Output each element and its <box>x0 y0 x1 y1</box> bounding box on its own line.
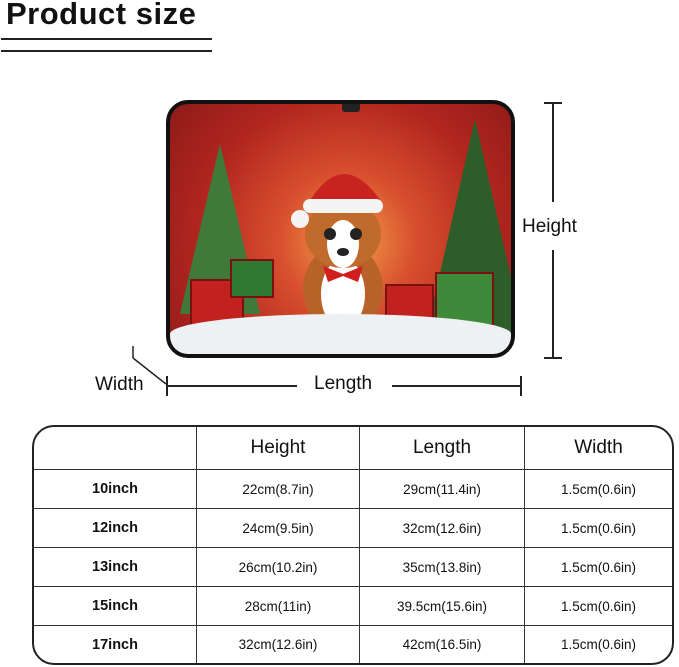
height-cell: 24cm(9.5in) <box>197 509 360 548</box>
height-label: Height <box>522 216 577 237</box>
height-dimension-line <box>552 250 554 358</box>
size-cell: 17inch <box>34 626 197 663</box>
length-tick <box>166 376 168 396</box>
length-cell: 32cm(12.6in) <box>360 509 525 548</box>
width-cell: 1.5cm(0.6in) <box>525 548 672 587</box>
snow <box>170 314 511 354</box>
size-cell: 12inch <box>34 509 197 548</box>
table-row: 13inch 26cm(10.2in) 35cm(13.8in) 1.5cm(0… <box>34 548 672 587</box>
table-header-row: Height Length Width <box>34 427 672 470</box>
page-title: Product size <box>6 0 197 31</box>
width-cell: 1.5cm(0.6in) <box>525 587 672 626</box>
length-cell: 29cm(11.4in) <box>360 470 525 509</box>
width-dimension-line <box>132 346 167 385</box>
header-empty <box>34 427 197 470</box>
width-cell: 1.5cm(0.6in) <box>525 470 672 509</box>
length-dimension-line <box>167 385 297 387</box>
height-cell: 26cm(10.2in) <box>197 548 360 587</box>
table-row: 12inch 24cm(9.5in) 32cm(12.6in) 1.5cm(0.… <box>34 509 672 548</box>
height-cell: 28cm(11in) <box>197 587 360 626</box>
size-cell: 15inch <box>34 587 197 626</box>
title-underline <box>1 50 212 52</box>
table-row: 15inch 28cm(11in) 39.5cm(15.6in) 1.5cm(0… <box>34 587 672 626</box>
size-cell: 13inch <box>34 548 197 587</box>
length-dimension-line <box>392 385 522 387</box>
length-cell: 35cm(13.8in) <box>360 548 525 587</box>
length-label: Length <box>314 373 373 394</box>
puppy-illustration <box>291 174 383 334</box>
header-length: Length <box>360 427 525 470</box>
title-underline <box>1 38 212 40</box>
width-cell: 1.5cm(0.6in) <box>525 509 672 548</box>
length-tick <box>520 376 522 396</box>
laptop-sleeve-image <box>166 100 515 358</box>
table-row: 10inch 22cm(8.7in) 29cm(11.4in) 1.5cm(0.… <box>34 470 672 509</box>
height-dimension-line <box>552 102 554 202</box>
width-cell: 1.5cm(0.6in) <box>560 637 637 652</box>
height-cell: 32cm(12.6in) <box>197 626 360 663</box>
zipper-pull <box>342 104 360 112</box>
height-tick <box>544 102 562 104</box>
gift <box>230 259 274 298</box>
header-width: Width <box>525 427 672 470</box>
height-tick <box>544 357 562 359</box>
length-cell: 39.5cm(15.6in) <box>360 587 525 626</box>
size-cell: 10inch <box>34 470 197 509</box>
size-table: Height Length Width 10inch 22cm(8.7in) 2… <box>32 425 674 665</box>
header-height: Height <box>197 427 360 470</box>
width-label: Width <box>95 374 144 395</box>
gift <box>435 272 494 326</box>
length-cell: 42cm(16.5in) <box>360 626 525 663</box>
height-cell: 22cm(8.7in) <box>197 470 360 509</box>
table-row: 17inch 32cm(12.6in) 42cm(16.5in) 1.5cm(0… <box>34 626 672 663</box>
